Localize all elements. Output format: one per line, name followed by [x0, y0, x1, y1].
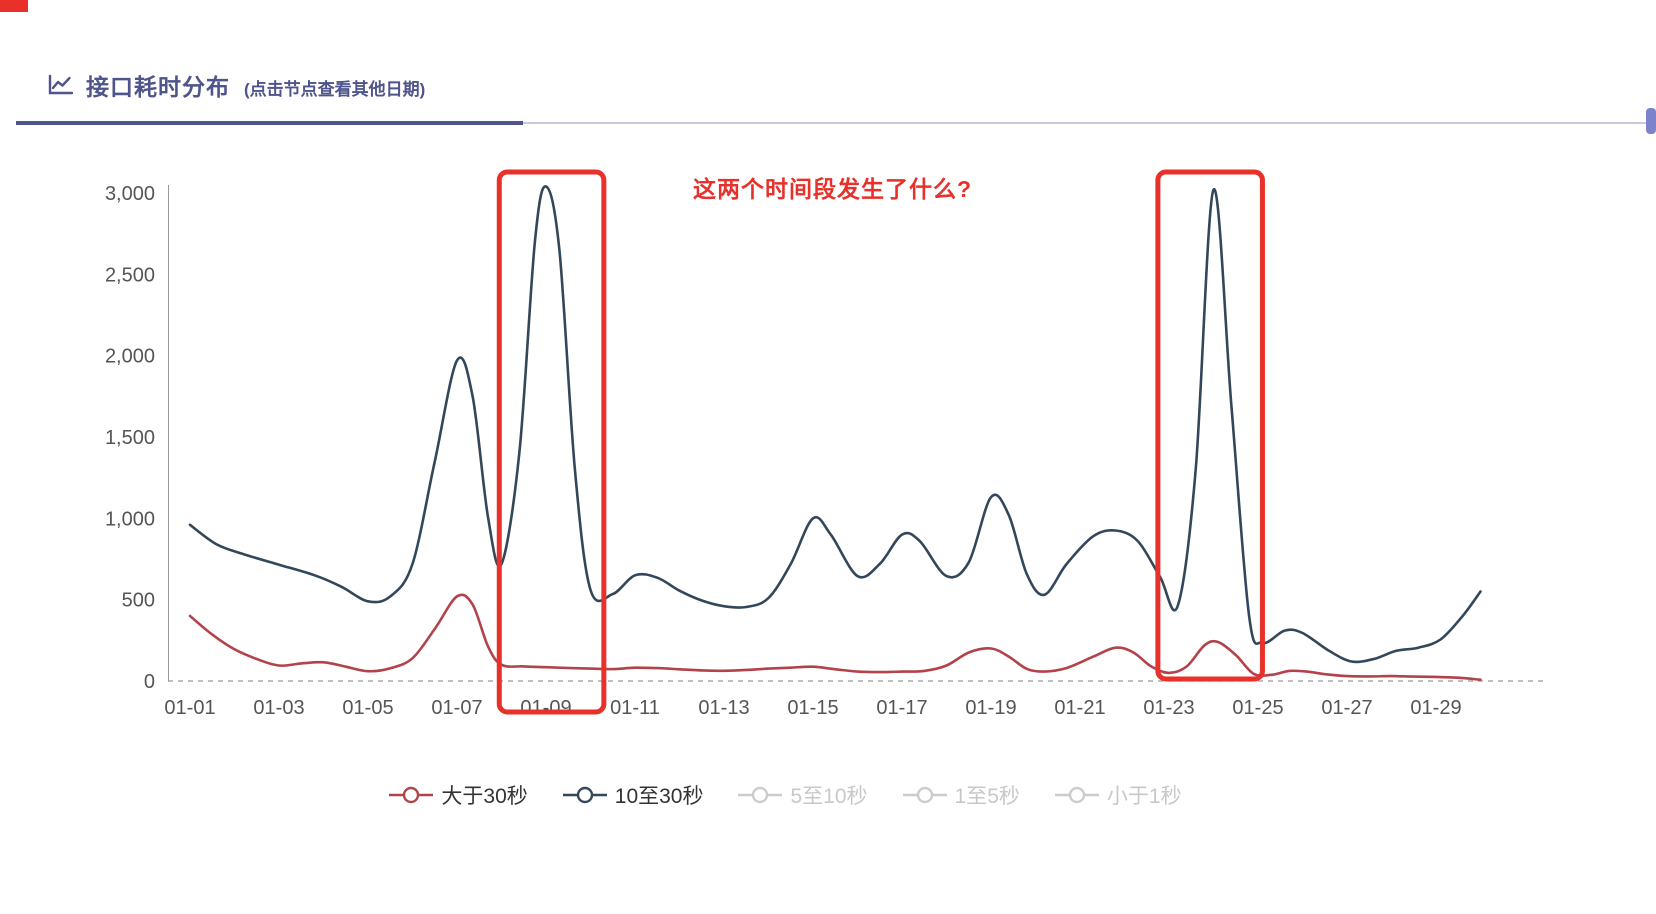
y-tick-label: 0	[144, 671, 155, 693]
legend-item-1-5s[interactable]: 1至5秒	[902, 780, 1020, 810]
chart-header: 接口耗时分布 (点击节点查看其他日期)	[48, 68, 425, 102]
legend-label: 10至30秒	[614, 785, 704, 808]
legend-marker-5-10s-icon	[738, 786, 783, 804]
x-tick-label: 01-01	[164, 697, 215, 719]
legend-item-10-30s[interactable]: 10至30秒	[562, 780, 704, 810]
chart-title: 接口耗时分布	[86, 74, 230, 100]
y-tick-label: 3,000	[105, 183, 155, 205]
legend-label: 大于30秒	[441, 785, 528, 808]
legend-item-5-10s[interactable]: 5至10秒	[737, 780, 868, 810]
chart-subtitle: (点击节点查看其他日期)	[244, 79, 426, 99]
x-tick-label: 01-25	[1232, 697, 1283, 719]
header-divider	[16, 122, 1656, 124]
x-tick-label: 01-15	[787, 697, 838, 719]
legend-label: 小于1秒	[1106, 785, 1182, 808]
highlight-box-2	[1155, 169, 1265, 682]
legend-marker-1-5s-icon	[902, 786, 947, 804]
x-tick-label: 01-17	[876, 697, 927, 719]
highlight-box-1	[496, 169, 607, 715]
legend-marker-gt-30s-icon	[389, 786, 434, 804]
legend-item-gt-30s[interactable]: 大于30秒	[388, 780, 528, 810]
x-tick-label: 01-09	[520, 697, 571, 719]
top-left-red-mark	[0, 0, 28, 12]
x-tick-label: 01-19	[965, 697, 1016, 719]
x-tick-label: 01-11	[610, 697, 660, 719]
line-chart-icon	[48, 74, 74, 96]
x-tick-label: 01-07	[431, 697, 482, 719]
x-tick-label: 01-23	[1143, 697, 1194, 719]
series-line-gt-30s[interactable]	[188, 593, 1482, 681]
scrollbar-thumb[interactable]	[1646, 108, 1656, 134]
y-tick-label: 2,500	[105, 264, 155, 286]
chart-legend: 大于30秒 10至30秒 5至10秒 1至5秒 小于1秒	[0, 780, 1570, 810]
series-line-10-30s[interactable]	[188, 185, 1482, 664]
y-tick-label: 1,500	[105, 427, 155, 449]
x-tick-label: 01-21	[1054, 697, 1105, 719]
legend-marker-lt-1s-icon	[1054, 786, 1099, 804]
y-tick-label: 500	[122, 590, 155, 612]
legend-item-lt-1s[interactable]: 小于1秒	[1054, 780, 1182, 810]
x-tick-label: 01-27	[1321, 697, 1372, 719]
header-divider-active-segment	[16, 121, 523, 125]
legend-label: 5至10秒	[790, 785, 868, 808]
x-tick-label: 01-29	[1410, 697, 1461, 719]
x-tick-label: 01-13	[698, 697, 749, 719]
annotation-question: 这两个时间段发生了什么?	[693, 176, 973, 202]
x-tick-label: 01-05	[342, 697, 393, 719]
x-tick-label: 01-03	[253, 697, 304, 719]
legend-label: 1至5秒	[954, 785, 1020, 808]
y-tick-label: 1,000	[105, 508, 155, 530]
y-tick-label: 2,000	[105, 346, 155, 368]
legend-marker-10-30s-icon	[562, 786, 607, 804]
